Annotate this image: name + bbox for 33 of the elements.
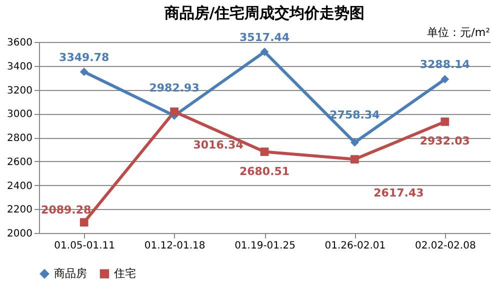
y-tick-label: 2000 bbox=[7, 228, 32, 240]
x-tick-label: 01.19-01.25 bbox=[234, 240, 296, 252]
y-tick-label: 2600 bbox=[7, 156, 32, 168]
legend-label: 住宅 bbox=[114, 266, 136, 280]
y-tick-label: 3200 bbox=[7, 85, 32, 96]
text: 单位：元/m² bbox=[427, 26, 490, 39]
x-tick-label: 01.26-02.01 bbox=[324, 240, 386, 252]
data-label: 2617.43 bbox=[374, 186, 424, 200]
data-label: 2680.51 bbox=[239, 164, 290, 178]
y-tick-label: 3400 bbox=[7, 61, 32, 72]
data-label: 3016.34 bbox=[193, 138, 244, 152]
chart-title: 商品房/住宅周成交均价走势图 bbox=[163, 4, 365, 22]
point bbox=[260, 48, 269, 56]
data-label: 3349.78 bbox=[59, 50, 110, 64]
x-tick-label: 02.02-02.08 bbox=[414, 240, 476, 252]
point bbox=[440, 118, 450, 126]
y-tick-label: 2400 bbox=[7, 180, 32, 192]
x-tick-label: 01.05-01.11 bbox=[54, 240, 116, 252]
x-tick-label: 01.12-01.18 bbox=[144, 240, 206, 252]
y-tick-label: 3000 bbox=[7, 109, 32, 120]
y-tick-label: 2200 bbox=[7, 204, 32, 216]
point bbox=[350, 138, 359, 147]
point bbox=[440, 75, 450, 84]
legend-label: 商品房 bbox=[54, 266, 87, 280]
data-label: 2932.03 bbox=[420, 134, 470, 148]
point bbox=[350, 155, 359, 164]
point bbox=[260, 148, 269, 156]
y-tick-label: 3600 bbox=[7, 38, 32, 48]
data-label: 3517.44 bbox=[239, 30, 290, 44]
point bbox=[80, 68, 88, 76]
point bbox=[80, 218, 88, 227]
point bbox=[170, 107, 178, 116]
y-tick-label: 2800 bbox=[7, 133, 32, 144]
